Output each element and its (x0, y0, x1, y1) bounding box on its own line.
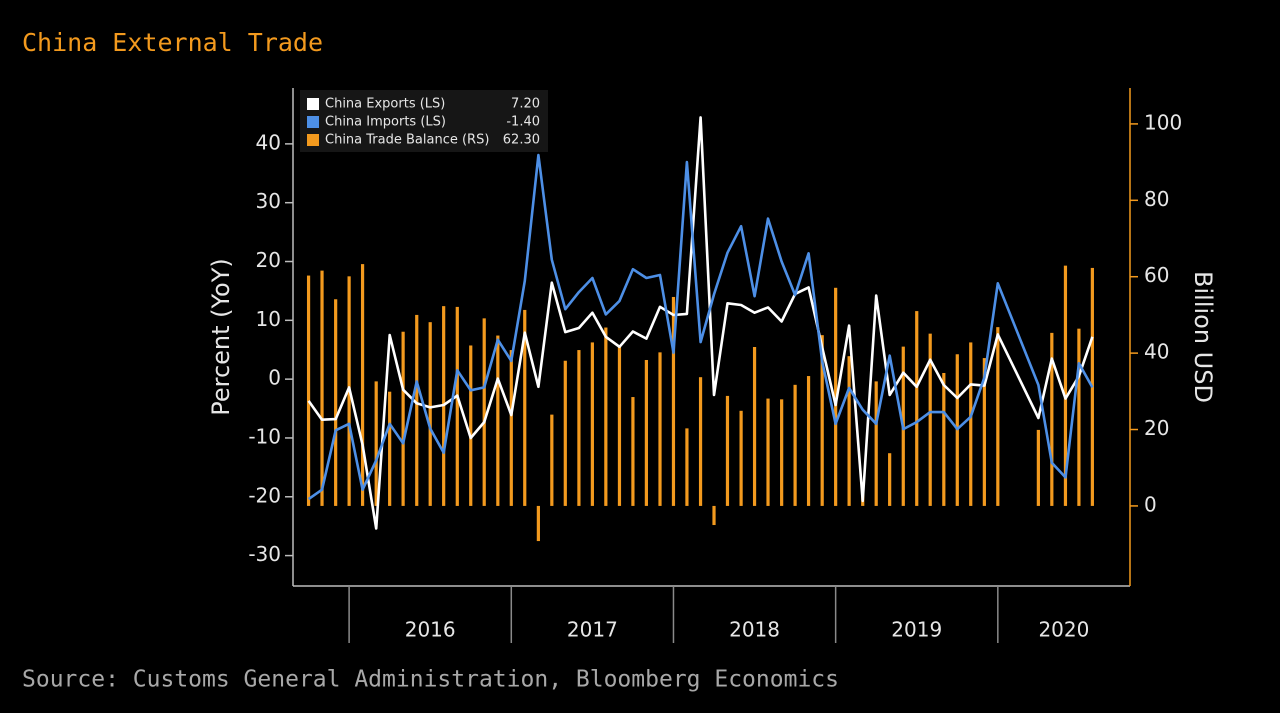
bar (428, 322, 432, 506)
bar (698, 377, 703, 506)
legend-value: 7.20 (511, 97, 540, 112)
x-tick-label: 2018 (729, 618, 780, 642)
bar (712, 505, 716, 526)
bar (360, 264, 365, 506)
legend-value: -1.40 (506, 115, 540, 130)
legend-label: China Exports (LS) (325, 97, 445, 112)
y2-tick-label: 20 (1144, 416, 1169, 440)
y2-axis-label: Billion USD (1189, 271, 1217, 403)
bar (536, 505, 540, 542)
bar (888, 453, 892, 506)
legend-label: China Imports (LS) (325, 115, 446, 130)
legend-swatch (307, 116, 319, 128)
y2-tick-label: 60 (1144, 263, 1169, 287)
bar (658, 352, 662, 506)
bar (469, 345, 473, 506)
bar (820, 335, 824, 506)
bar (644, 359, 648, 506)
bar (752, 347, 757, 506)
bar (590, 342, 594, 506)
bar (577, 350, 581, 506)
bar (523, 309, 527, 506)
bar (1036, 429, 1040, 506)
bar (1050, 332, 1054, 506)
bar (766, 398, 770, 506)
bar (455, 306, 459, 506)
bar (334, 299, 338, 506)
legend-box (300, 90, 548, 152)
bar (982, 358, 986, 506)
bar (874, 381, 878, 506)
y-tick-label: 10 (256, 307, 281, 331)
legend-swatch (307, 98, 319, 110)
bar (482, 318, 486, 506)
bar (617, 345, 622, 506)
bar (306, 275, 311, 506)
bar (1077, 328, 1081, 506)
y-tick-label: 20 (256, 248, 281, 272)
bar (415, 314, 419, 506)
y-tick-label: -20 (248, 483, 281, 507)
bar (915, 311, 919, 506)
bar (671, 296, 676, 506)
bar (685, 428, 689, 506)
bar (780, 399, 784, 506)
y-tick-label: 0 (268, 366, 281, 390)
x-tick-label: 2020 (1038, 618, 1089, 642)
bar (604, 327, 608, 506)
legend-label: China Trade Balance (RS) (325, 133, 489, 148)
y-tick-label: 40 (256, 130, 281, 154)
bar (847, 356, 851, 506)
y-tick-label: 30 (256, 189, 281, 213)
bar (996, 327, 1000, 506)
source-note: Source: Customs General Administration, … (22, 667, 839, 693)
bar (793, 384, 797, 506)
y-tick-label: -10 (248, 424, 281, 448)
y2-tick-label: 80 (1144, 187, 1169, 211)
y-tick-label: -30 (248, 542, 281, 566)
legend-value: 62.30 (503, 133, 540, 148)
bar (401, 331, 405, 506)
y2-tick-label: 100 (1144, 110, 1182, 134)
bar (563, 360, 567, 506)
bar (834, 287, 838, 506)
bar (496, 335, 500, 506)
bar (739, 410, 743, 506)
legend: China Exports (LS) 7.20 China Imports (LS)… (300, 90, 548, 152)
bar (969, 342, 973, 506)
bar (928, 333, 932, 506)
bar (942, 372, 946, 506)
x-tick-label: 2016 (405, 618, 456, 642)
bar (806, 376, 811, 506)
y2-tick-label: 0 (1144, 492, 1157, 516)
chart-title: China External Trade (22, 28, 323, 57)
bar (388, 391, 392, 506)
x-tick-label: 2019 (891, 618, 942, 642)
x-tick-label: 2017 (567, 618, 618, 642)
bar (631, 397, 635, 506)
bar (725, 395, 730, 506)
line (307, 116, 1094, 530)
y-axis-label: Percent (YoY) (207, 258, 235, 415)
y2-tick-label: 40 (1144, 340, 1169, 364)
bar (320, 270, 324, 506)
bar (374, 381, 378, 506)
legend-swatch (307, 134, 319, 146)
bar (509, 350, 513, 506)
bar (550, 414, 554, 506)
line (307, 153, 1094, 501)
bar (1063, 265, 1068, 506)
